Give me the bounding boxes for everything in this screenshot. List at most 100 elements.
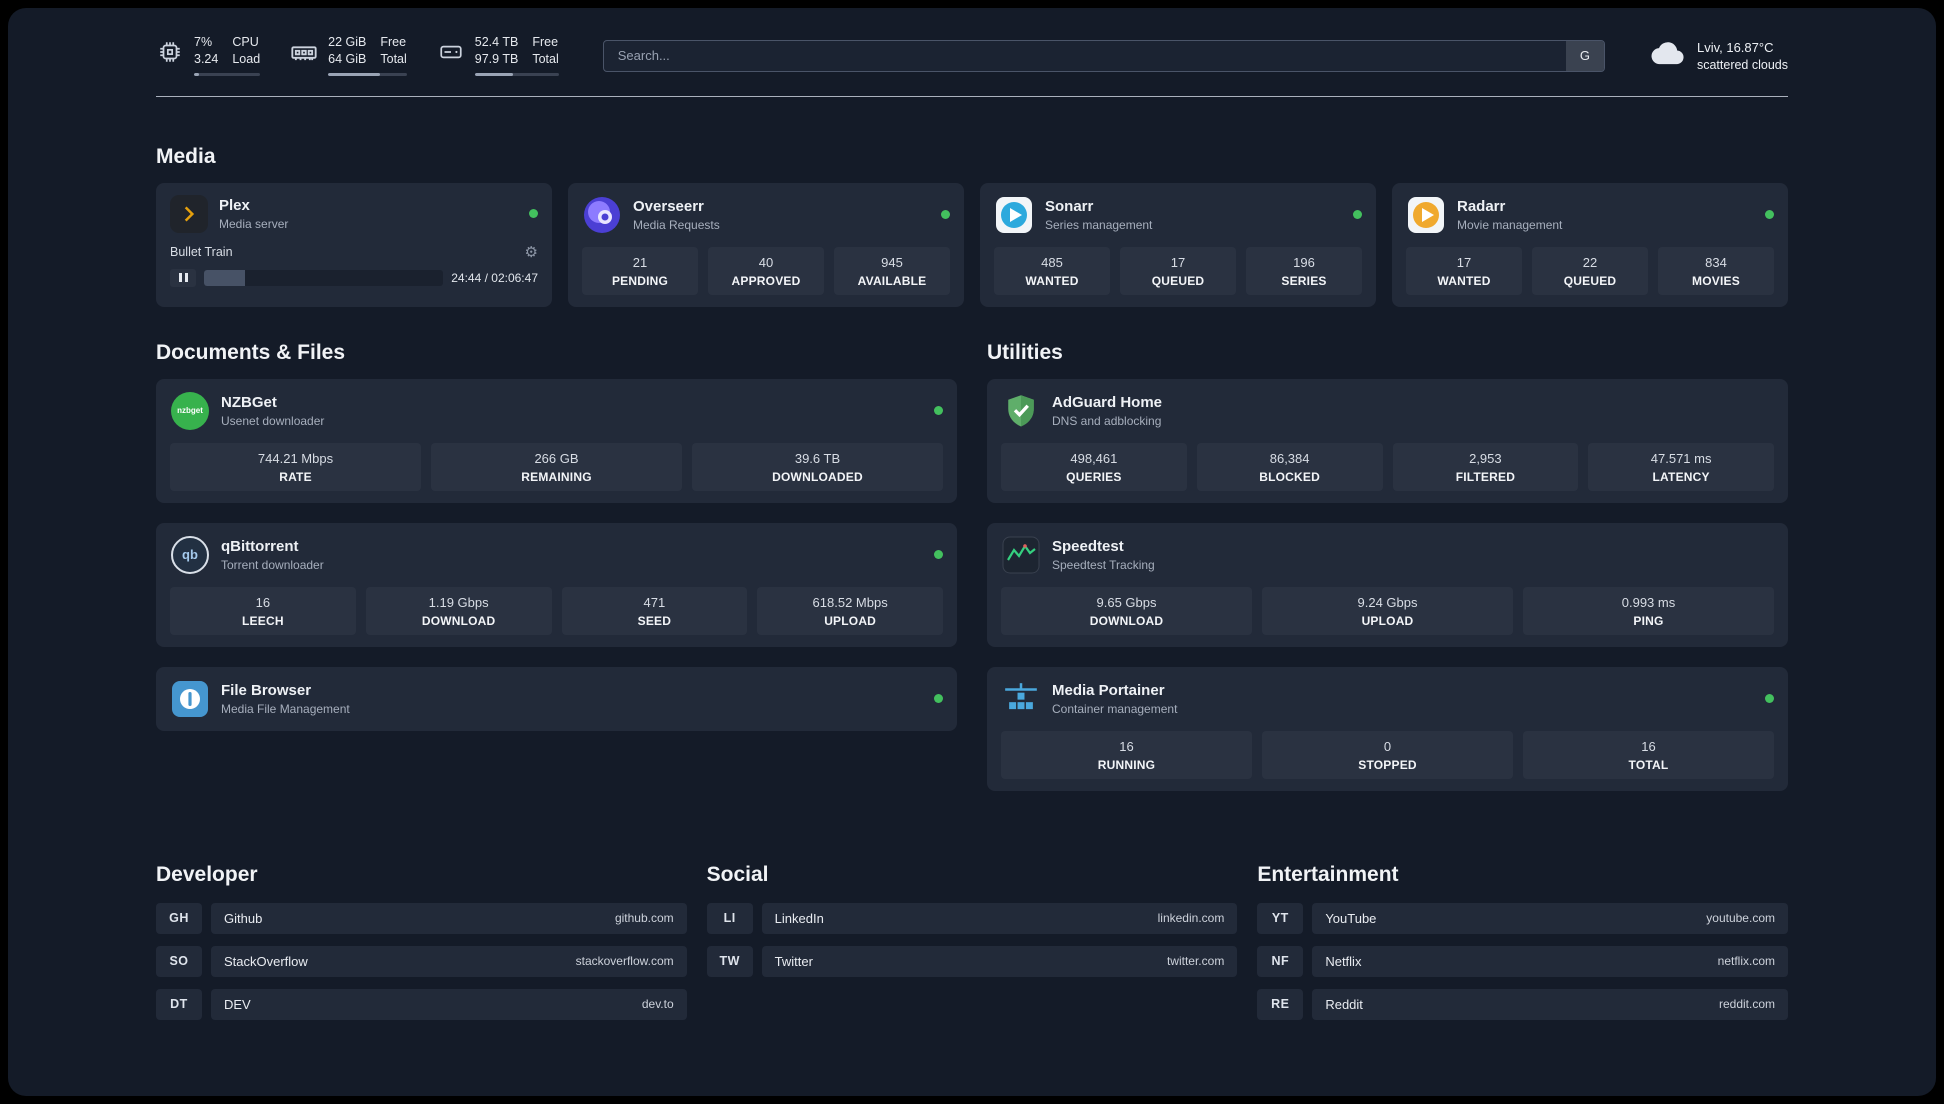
bookmark-abbr: DT xyxy=(156,988,202,1020)
app-name: AdGuard Home xyxy=(1052,393,1163,411)
status-dot xyxy=(1765,210,1774,219)
bookmark-twitter[interactable]: TW Twitter twitter.com xyxy=(706,945,1238,977)
stat-tile: 17 QUEUED xyxy=(1120,246,1236,295)
bookmark-abbr: LI xyxy=(706,902,753,934)
app-card-portainer[interactable]: Media Portainer Container management 16 R… xyxy=(987,666,1788,791)
speedtest-icon xyxy=(1001,535,1041,575)
bookmark-dev[interactable]: DT DEV dev.to xyxy=(156,988,687,1020)
bookmark-linkedin[interactable]: LI LinkedIn linkedin.com xyxy=(706,902,1238,934)
dashboard: 7% 3.24 CPU Load xyxy=(8,8,1936,1096)
bookmark-group-developer: Developer GH Github github.com SO StackO… xyxy=(156,863,687,1032)
pause-button[interactable] xyxy=(170,268,196,287)
top-bar: 7% 3.24 CPU Load xyxy=(156,35,1788,76)
app-card-nzbget[interactable]: nzbget NZBGet Usenet downloader 744.21 M… xyxy=(156,378,957,503)
stat-tile: 40 APPROVED xyxy=(708,246,824,295)
stat-tile: 9.24 Gbps UPLOAD xyxy=(1262,586,1513,635)
app-name: NZBGet xyxy=(221,393,277,411)
app-card-radarr[interactable]: Radarr Movie management 17 WANTED 22 QUEUE… xyxy=(1392,182,1788,307)
cpu-load-value: 3.24 xyxy=(194,51,219,66)
status-dot xyxy=(1353,210,1362,219)
app-name: File Browser xyxy=(221,681,312,699)
section-title-social: Social xyxy=(706,862,769,886)
status-dot xyxy=(934,406,943,415)
stat-tile: 9.65 Gbps DOWNLOAD xyxy=(1001,586,1252,635)
playback-progress-bar[interactable] xyxy=(204,269,444,286)
cloud-icon xyxy=(1649,38,1687,73)
weather-location: Lviv, 16.87°C xyxy=(1696,39,1774,55)
weather-condition: scattered clouds xyxy=(1696,57,1788,72)
bookmark-url: twitter.com xyxy=(1166,954,1225,968)
gear-icon[interactable]: ⚙ xyxy=(524,243,538,261)
bookmark-reddit[interactable]: RE Reddit reddit.com xyxy=(1257,988,1788,1020)
app-desc: Torrent downloader xyxy=(221,557,324,572)
stat-tile: 16 TOTAL xyxy=(1523,730,1774,779)
bookmark-name: StackOverflow xyxy=(224,953,308,969)
bookmark-github[interactable]: GH Github github.com xyxy=(156,902,687,934)
weather-widget: Lviv, 16.87°C scattered clouds xyxy=(1649,38,1788,73)
ram-free-label: Free xyxy=(380,35,407,49)
app-card-overseerr[interactable]: Overseerr Media Requests 21 PENDING 40 APP… xyxy=(568,182,964,307)
bookmark-url: github.com xyxy=(614,911,674,925)
stat-tile: 2,953 FILTERED xyxy=(1392,442,1579,491)
app-card-qbittorrent[interactable]: qb qBittorrent Torrent downloader 16 LEEC… xyxy=(156,522,957,647)
ram-free-value: 22 GiB xyxy=(328,35,367,49)
portainer-icon xyxy=(1001,679,1041,719)
playback-time: 24:44 / 02:06:47 xyxy=(451,270,538,285)
app-name: Media Portainer xyxy=(1052,681,1165,699)
stat-tile: 16 RUNNING xyxy=(1001,730,1252,779)
stat-tile: 834 MOVIES xyxy=(1658,246,1774,295)
bookmark-abbr: NF xyxy=(1257,945,1304,977)
stat-tile: 21 PENDING xyxy=(582,246,698,295)
cpu-label: CPU xyxy=(232,35,259,49)
adguard-icon xyxy=(1001,391,1041,431)
stat-tile: 86,384 BLOCKED xyxy=(1196,442,1383,491)
bookmark-abbr: RE xyxy=(1257,988,1304,1020)
bookmark-url: reddit.com xyxy=(1718,997,1775,1011)
bookmark-name: Github xyxy=(224,910,263,926)
app-card-sonarr[interactable]: Sonarr Series management 485 WANTED 17 QUE… xyxy=(980,182,1376,307)
ram-total-value: 64 GiB xyxy=(328,51,367,66)
app-card-speedtest[interactable]: Speedtest Speedtest Tracking 9.65 Gbps DO… xyxy=(987,522,1788,647)
app-card-adguard[interactable]: AdGuard Home DNS and adblocking 498,461 Q… xyxy=(987,378,1788,503)
cpu-usage-value: 7% xyxy=(194,35,213,49)
search-bar: G xyxy=(602,39,1605,72)
app-desc: Speedtest Tracking xyxy=(1052,557,1155,572)
app-desc: Series management xyxy=(1045,217,1153,232)
disk-total-value: 97.9 TB xyxy=(474,51,519,66)
qbittorrent-icon: qb xyxy=(170,535,210,575)
bookmark-netflix[interactable]: NF Netflix netflix.com xyxy=(1257,945,1788,977)
header-divider xyxy=(156,95,1788,97)
app-card-filebrowser[interactable]: File Browser Media File Management xyxy=(156,666,957,731)
bookmark-stackoverflow[interactable]: SO StackOverflow stackoverflow.com xyxy=(156,945,687,977)
status-dot xyxy=(941,210,950,219)
cpu-icon xyxy=(156,38,184,66)
stat-tile: 17 WANTED xyxy=(1406,246,1522,295)
app-name: Plex xyxy=(219,196,250,214)
section-title-documents: Documents & Files xyxy=(156,340,346,364)
nzbget-icon: nzbget xyxy=(170,391,210,431)
stat-tile: 1.19 Gbps DOWNLOAD xyxy=(365,586,552,635)
stat-tile: 196 SERIES xyxy=(1246,246,1362,295)
app-name: Overseerr xyxy=(633,197,704,215)
radarr-icon xyxy=(1406,195,1446,235)
stat-tile: 22 QUEUED xyxy=(1532,246,1648,295)
app-card-plex[interactable]: Plex Media server Bullet Train ⚙ 24:44 /… xyxy=(156,182,552,307)
disk-metric: 52.4 TB 97.9 TB Free Total xyxy=(437,35,559,76)
app-name: Speedtest xyxy=(1052,537,1124,555)
bookmark-youtube[interactable]: YT YouTube youtube.com xyxy=(1257,902,1788,934)
ram-total-label: Total xyxy=(380,51,407,66)
app-desc: Container management xyxy=(1052,701,1178,716)
stat-tile: 618.52 Mbps UPLOAD xyxy=(757,586,943,635)
section-title-entertainment: Entertainment xyxy=(1257,862,1399,886)
cpu-load-label: Load xyxy=(232,51,261,66)
app-desc: Media File Management xyxy=(221,701,350,716)
bookmark-name: DEV xyxy=(224,996,251,1012)
app-name: Sonarr xyxy=(1045,197,1094,215)
disk-total-label: Total xyxy=(532,51,559,66)
disk-free-value: 52.4 TB xyxy=(474,35,519,49)
ram-progress-bar xyxy=(328,72,407,76)
search-input[interactable] xyxy=(602,39,1605,72)
status-dot xyxy=(1765,694,1774,703)
disk-free-label: Free xyxy=(532,35,559,49)
search-engine-button[interactable]: G xyxy=(1565,40,1604,71)
